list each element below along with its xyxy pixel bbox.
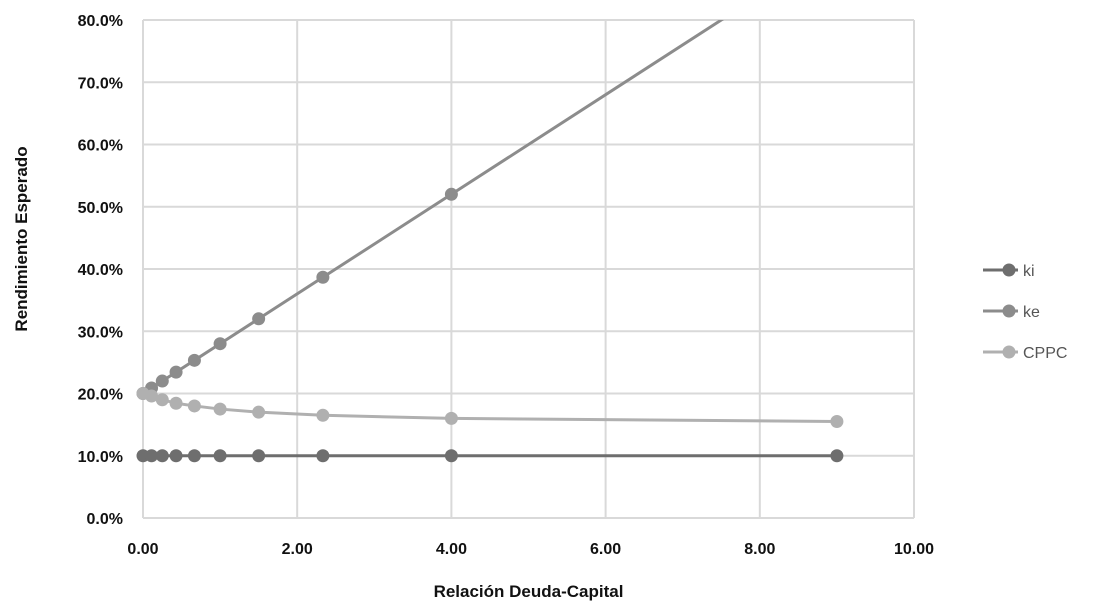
gridlines <box>142 19 915 519</box>
x-axis-title: Relación Deuda-Capital <box>434 582 624 601</box>
y-tick-label: 80.0% <box>78 13 123 30</box>
data-point-ke <box>252 312 266 326</box>
data-point-ki <box>830 449 844 463</box>
data-point-cppc <box>252 405 266 419</box>
series-line-cppc <box>143 392 837 424</box>
data-point-ke <box>444 187 458 201</box>
series-group <box>143 20 837 458</box>
y-axis-ticks: 0.0% 10.0% 20.0% 30.0% 40.0% 50.0% 60.0% 70.0% 8… <box>78 13 123 528</box>
data-point-ki <box>213 449 227 463</box>
data-point-ke <box>169 365 183 379</box>
legend: ki ke CPPC <box>983 263 1067 362</box>
legend-marker-ki <box>1002 263 1016 277</box>
data-point-cppc <box>187 399 201 413</box>
y-tick-label: 70.0% <box>78 75 123 92</box>
legend-label-cppc: CPPC <box>1023 345 1067 362</box>
legend-label-ke: ke <box>1023 304 1040 321</box>
data-point-cppc <box>830 415 844 429</box>
data-point-ki <box>169 449 183 463</box>
y-tick-label: 40.0% <box>78 262 123 279</box>
x-tick-label: 8.00 <box>744 541 775 558</box>
x-axis-ticks: 0.00 2.00 4.00 6.00 8.00 10.00 <box>127 541 934 558</box>
data-point-ki <box>444 449 458 463</box>
data-point-ki <box>155 449 169 463</box>
data-point-ki <box>252 449 266 463</box>
legend-marker-cppc <box>1002 345 1016 359</box>
data-point-cppc <box>316 408 330 422</box>
data-point-ki <box>187 449 201 463</box>
y-tick-label: 50.0% <box>78 200 123 217</box>
x-tick-label: 6.00 <box>590 541 621 558</box>
x-tick-label: 4.00 <box>436 541 467 558</box>
y-tick-label: 30.0% <box>78 324 123 341</box>
data-point-ki <box>145 449 159 463</box>
y-tick-label: 20.0% <box>78 387 123 404</box>
y-tick-label: 10.0% <box>78 449 123 466</box>
data-point-ke <box>213 337 227 351</box>
data-point-cppc <box>444 411 458 425</box>
data-point-cppc <box>155 393 169 407</box>
data-point-cppc <box>145 389 159 403</box>
y-tick-label: 0.0% <box>87 511 123 528</box>
y-axis-title: Rendimiento Esperado <box>12 146 31 331</box>
data-point-ke <box>187 353 201 367</box>
markers-group <box>136 187 844 463</box>
y-tick-label: 60.0% <box>78 138 123 155</box>
legend-label-ki: ki <box>1023 263 1035 280</box>
data-point-ki <box>316 449 330 463</box>
series-line-ke <box>143 20 725 395</box>
legend-marker-ke <box>1002 304 1016 318</box>
data-point-cppc <box>213 402 227 416</box>
x-tick-label: 0.00 <box>127 541 158 558</box>
data-point-ke <box>316 270 330 284</box>
x-tick-label: 10.00 <box>894 541 934 558</box>
data-point-cppc <box>169 396 183 410</box>
data-point-ke <box>155 374 169 388</box>
x-tick-label: 2.00 <box>282 541 313 558</box>
